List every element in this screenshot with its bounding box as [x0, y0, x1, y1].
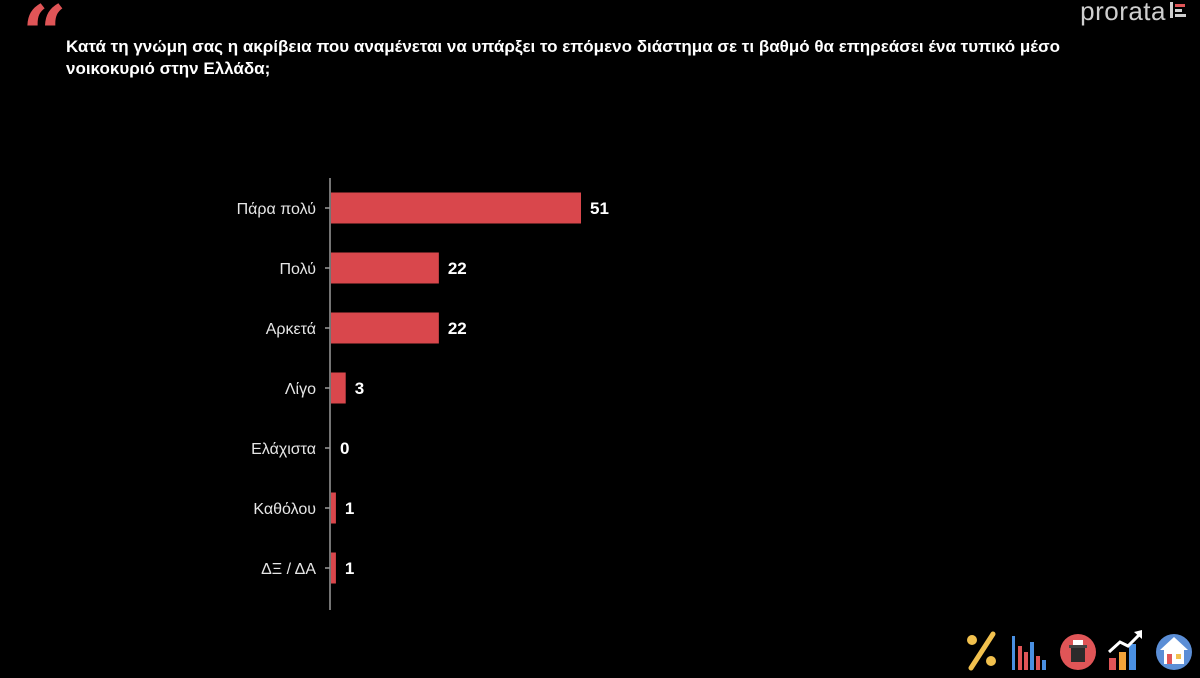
bar: [331, 372, 346, 404]
category-label: Λίγο: [285, 381, 316, 398]
value-label: 1: [345, 559, 354, 578]
footer-icons: [962, 624, 1194, 672]
category-label: Ελάχιστα: [251, 441, 316, 458]
bar: [331, 252, 439, 284]
bar: [331, 492, 336, 524]
category-label: Αρκετά: [266, 321, 316, 338]
bar-chart-icon: [1010, 628, 1050, 672]
value-label: 51: [590, 199, 609, 218]
bar: [331, 552, 336, 584]
value-label: 1: [345, 499, 354, 518]
brand-logo: prorata: [1080, 0, 1166, 26]
category-label: Καθόλου: [253, 501, 316, 518]
brand-bars-icon: [1170, 2, 1186, 18]
bar: [331, 192, 581, 224]
page-title: Κατά τη γνώμη σας η ακρίβεια που αναμένε…: [66, 37, 1060, 78]
growth-chart-icon: [1106, 628, 1146, 672]
category-label: ΔΞ / ΔΑ: [261, 561, 316, 578]
value-label: 3: [355, 379, 364, 398]
category-label: Πολύ: [279, 261, 316, 278]
bar: [331, 312, 439, 344]
category-label: Πάρα πολύ: [237, 201, 316, 218]
ballot-box-icon: [1058, 628, 1098, 672]
value-label: 22: [448, 319, 467, 338]
value-label: 0: [340, 439, 349, 458]
value-label: 22: [448, 259, 467, 278]
quote-mark-icon: “: [22, 0, 67, 80]
house-icon: [1154, 628, 1194, 672]
percent-icon: [962, 628, 1002, 672]
